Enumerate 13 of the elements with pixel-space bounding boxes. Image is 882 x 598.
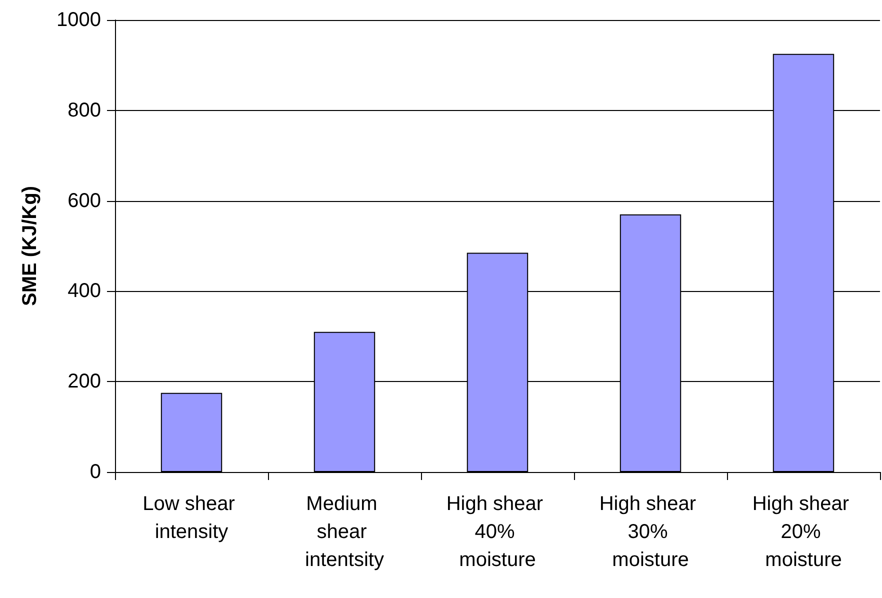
- y-tick-label: 0: [90, 461, 101, 483]
- y-tick-label: 200: [68, 370, 101, 393]
- x-tick-label: High shear 20% moisture: [752, 493, 855, 571]
- y-axis-title: SME (KJ/Kg): [19, 186, 41, 306]
- y-tick-label: 1000: [56, 9, 101, 31]
- x-tick-label: Low shear intensity: [142, 493, 240, 543]
- y-tick-label: 800: [68, 99, 101, 122]
- bar: [160, 392, 222, 472]
- y-tick-label: 400: [68, 280, 101, 302]
- y-tick-label: 600: [68, 190, 101, 212]
- x-tick-label: High shear 40% moisture: [446, 493, 549, 571]
- x-tick-label: High shear 30% moisture: [599, 493, 702, 571]
- x-tick-label: Medium shear intentsity: [305, 493, 384, 571]
